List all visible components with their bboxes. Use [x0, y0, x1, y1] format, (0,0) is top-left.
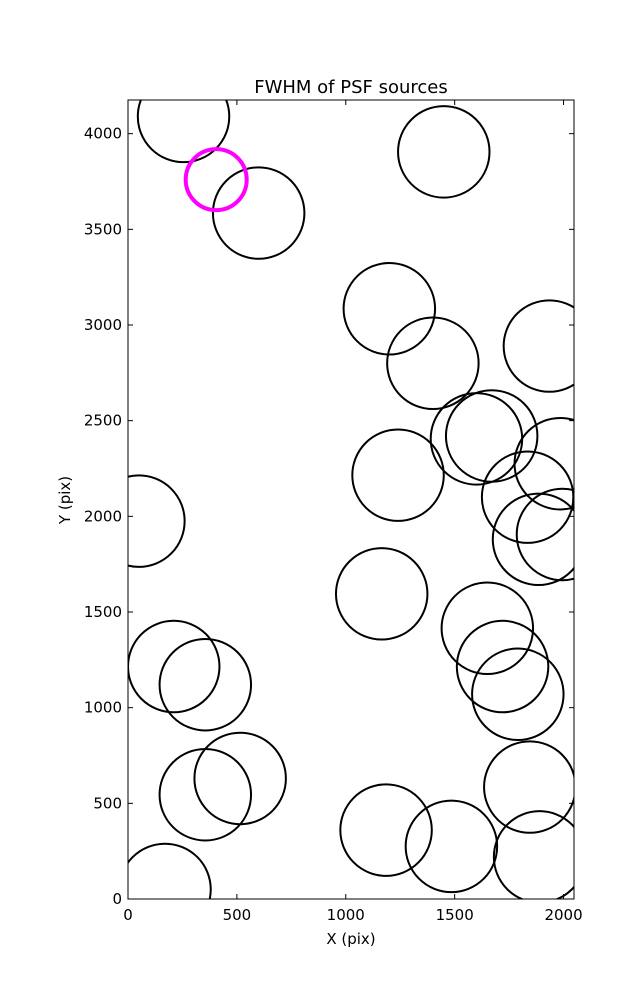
source-circle	[444, 389, 539, 483]
x-axis-label: X (pix)	[326, 930, 375, 948]
y-tick-label: 0	[112, 890, 122, 908]
x-axis: 0 500 1000 1500 2000	[123, 100, 583, 924]
source-circle	[128, 474, 186, 568]
highlighted-source-circle	[183, 147, 249, 213]
source-circle	[128, 619, 221, 714]
y-tick-label: 3500	[84, 220, 122, 238]
source-circle	[158, 747, 253, 842]
source-circle	[351, 428, 445, 522]
source-circle	[480, 450, 574, 544]
y-tick-label: 2000	[84, 507, 122, 525]
y-tick-label: 500	[93, 794, 122, 812]
source-circles	[128, 100, 574, 899]
source-circle	[404, 799, 499, 894]
source-circle	[128, 842, 212, 899]
source-circle	[211, 166, 306, 260]
source-circle	[513, 417, 574, 511]
source-circle	[158, 637, 253, 732]
x-tick-label: 2000	[544, 906, 582, 924]
source-circle	[193, 731, 287, 826]
source-circle	[342, 262, 437, 356]
source-circle	[471, 647, 565, 742]
y-tick-label: 1500	[84, 603, 122, 621]
x-tick-label: 500	[223, 906, 252, 924]
source-circle	[440, 581, 535, 675]
source-circle	[339, 783, 433, 877]
y-tick-label: 4000	[84, 125, 122, 143]
y-axis: 0 500 1000 1500 2000 2500 3000 3500 4000	[84, 125, 574, 908]
chart-title: FWHM of PSF sources	[254, 77, 448, 98]
y-tick-label: 3000	[84, 316, 122, 334]
plot-frame	[127, 99, 575, 900]
source-circle	[455, 619, 550, 714]
source-circle	[492, 810, 574, 899]
source-circle	[502, 299, 574, 393]
y-tick-label: 2500	[84, 412, 122, 430]
source-circle	[491, 492, 574, 587]
source-circle	[483, 740, 574, 834]
source-circle	[136, 100, 231, 164]
x-tick-label: 1500	[436, 906, 474, 924]
x-tick-label: 0	[123, 906, 133, 924]
y-tick-label: 1000	[84, 699, 122, 717]
source-circle	[515, 487, 574, 582]
y-axis-label: Y (pix)	[56, 476, 74, 525]
source-circle	[397, 105, 491, 199]
source-circle	[334, 547, 429, 641]
source-circle	[386, 316, 480, 411]
x-tick-label: 1000	[327, 906, 365, 924]
